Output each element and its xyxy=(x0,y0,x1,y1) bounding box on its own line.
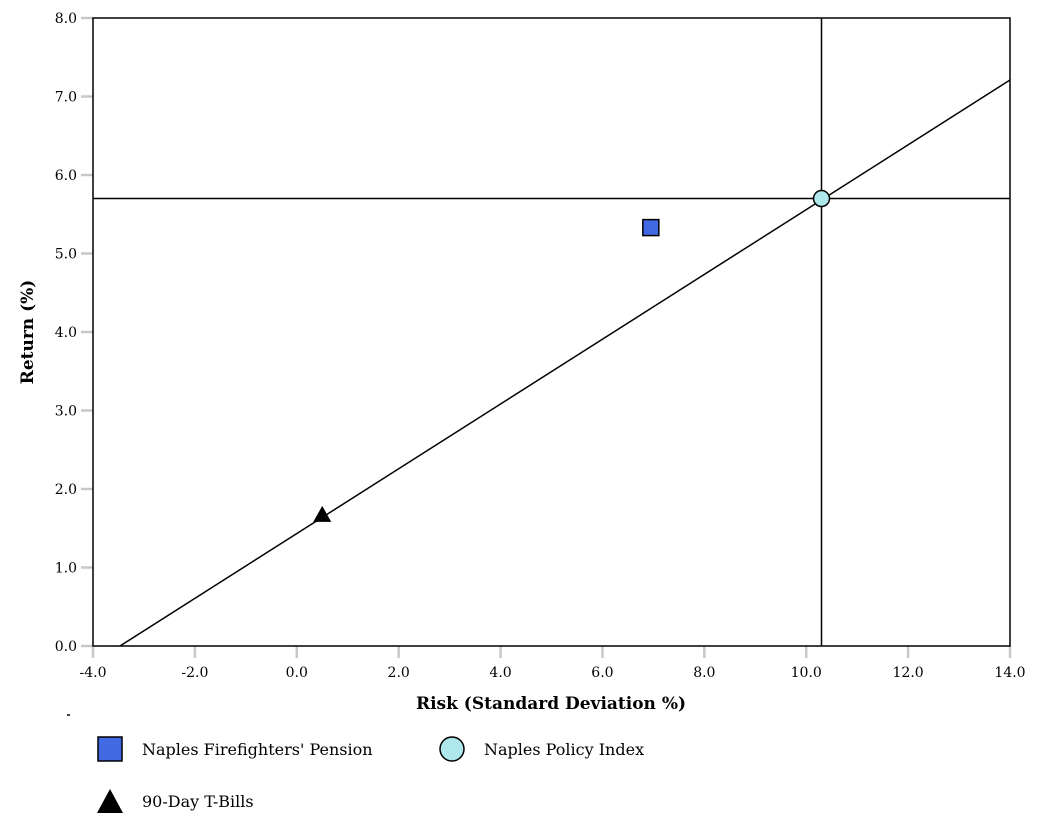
y-tick-label: 6.0 xyxy=(55,168,77,184)
x-tick-label: 14.0 xyxy=(994,665,1025,681)
x-tick-label: 4.0 xyxy=(489,665,511,681)
plot-area-frame xyxy=(92,17,1011,647)
x-tick-label: 6.0 xyxy=(591,665,613,681)
x-tick-label: 10.0 xyxy=(791,665,822,681)
teal-circle-icon xyxy=(439,736,465,762)
y-tick-label: 3.0 xyxy=(55,404,77,420)
legend-item-tbills: 90-Day T-Bills xyxy=(96,787,254,815)
x-tick-label: 2.0 xyxy=(388,665,410,681)
legend-item-pension: Naples Firefighters' Pension xyxy=(96,735,373,763)
y-tick-label: 7.0 xyxy=(55,90,77,106)
y-tick-label: 0.0 xyxy=(55,639,77,655)
y-tick-label: 4.0 xyxy=(55,325,77,341)
black-triangle-icon xyxy=(97,789,123,813)
x-tick-label: -4.0 xyxy=(80,665,107,681)
legend-label-policy-index: Naples Policy Index xyxy=(484,739,645,759)
x-tick-label: 12.0 xyxy=(893,665,924,681)
y-tick-label: 1.0 xyxy=(55,561,77,577)
capital-market-line xyxy=(119,79,1010,646)
y-tick-label: 5.0 xyxy=(55,247,77,263)
point-tbills-triangle xyxy=(313,505,332,522)
y-tick-label: 2.0 xyxy=(55,482,77,498)
y-axis-title: Return (%) xyxy=(18,280,38,385)
x-tick-label: 0.0 xyxy=(286,665,308,681)
x-tick-label: -2.0 xyxy=(181,665,208,681)
chart-legend: Naples Firefighters' Pension Naples Poli… xyxy=(96,733,736,813)
point-pension-square xyxy=(642,218,660,237)
legend-label-pension: Naples Firefighters' Pension xyxy=(142,739,373,759)
y-tick-label: 8.0 xyxy=(55,11,77,27)
legend-item-policy-index: Naples Policy Index xyxy=(438,735,644,763)
point-policy-index-circle xyxy=(812,189,831,208)
x-tick-label: 8.0 xyxy=(693,665,715,681)
legend-label-tbills: 90-Day T-Bills xyxy=(142,791,254,811)
blue-square-icon xyxy=(97,736,123,762)
x-axis-title: Risk (Standard Deviation %) xyxy=(416,694,686,714)
